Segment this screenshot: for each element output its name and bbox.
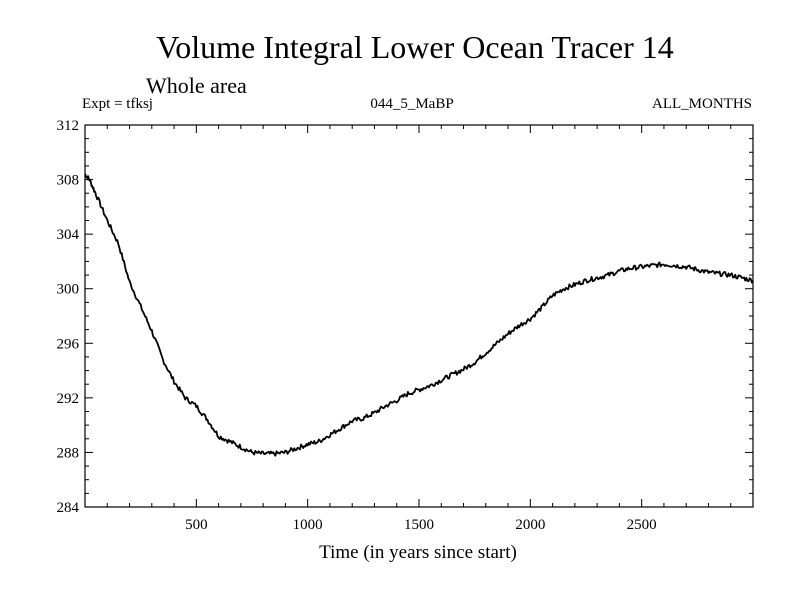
y-tick-label: 292 [57,391,80,407]
y-tick-label: 312 [57,118,80,134]
chart-title: Volume Integral Lower Ocean Tracer 14 [156,29,673,65]
x-tick-label: 1500 [404,517,434,533]
x-tick-label: 500 [185,517,208,533]
tick-group [85,125,753,507]
tick-label-group: 500 1000 1500 2000 2500 284 288 292 296 300 304 308… [57,118,657,533]
data-line [84,173,754,457]
x-axis-title: Time (in years since start) [319,542,517,563]
months-label: ALL_MONTHS [652,96,752,112]
x-tick-label: 2500 [627,517,657,533]
y-tick-label: 300 [57,282,80,298]
y-tick-label: 284 [57,500,80,516]
chart-subtitle: Whole area [146,73,247,98]
y-tick-label: 296 [57,336,80,352]
x-tick-label: 1000 [293,517,323,533]
plot-frame [84,124,754,508]
y-tick-label: 308 [57,173,80,189]
experiment-label: Expt = tfksj [82,96,153,112]
y-tick-label: 288 [57,445,80,461]
period-label: 044_5_MaBP [370,96,453,112]
y-tick-label: 304 [57,227,80,243]
x-tick-label: 2000 [515,517,545,533]
